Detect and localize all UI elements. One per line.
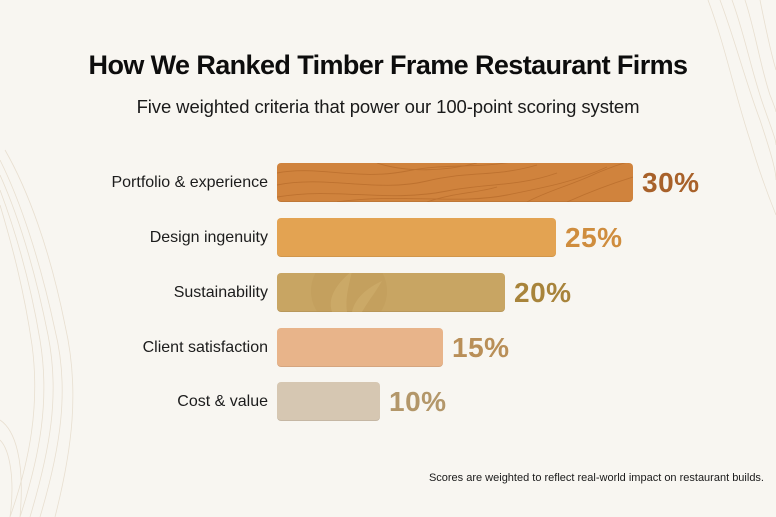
criteria-label: Client satisfaction [142, 339, 268, 356]
criteria-value: 20% [514, 277, 572, 308]
criteria-bar-cost [277, 382, 380, 421]
criteria-bar-client [277, 328, 443, 367]
criteria-value: 15% [452, 332, 510, 363]
criteria-bar-sustainability [277, 273, 505, 312]
criteria-value: 25% [565, 222, 623, 253]
criteria-row-sustainability: Sustainability 20% [0, 273, 776, 312]
criteria-bar-design [277, 218, 556, 257]
criteria-label: Sustainability [173, 284, 268, 301]
wood-grain-icon [277, 163, 633, 202]
chart-title: How We Ranked Timber Frame Restaurant Fi… [88, 50, 688, 80]
criteria-label: Design ingenuity [149, 229, 268, 246]
criteria-bar-portfolio [277, 163, 633, 202]
criteria-value: 30% [642, 167, 700, 198]
criteria-label: Portfolio & experience [111, 174, 268, 191]
criteria-row-client: Client satisfaction 15% [0, 328, 776, 367]
criteria-value: 10% [389, 386, 447, 417]
criteria-row-portfolio: Portfolio & experience 30% [0, 163, 776, 202]
footnote: Scores are weighted to reflect real-worl… [428, 472, 764, 484]
criteria-row-cost: Cost & value 10% [0, 382, 776, 421]
leaf-watermark-icon [311, 273, 387, 312]
criteria-row-design: Design ingenuity 25% [0, 218, 776, 257]
criteria-label: Cost & value [177, 393, 268, 410]
chart-subtitle: Five weighted criteria that power our 10… [136, 96, 640, 117]
